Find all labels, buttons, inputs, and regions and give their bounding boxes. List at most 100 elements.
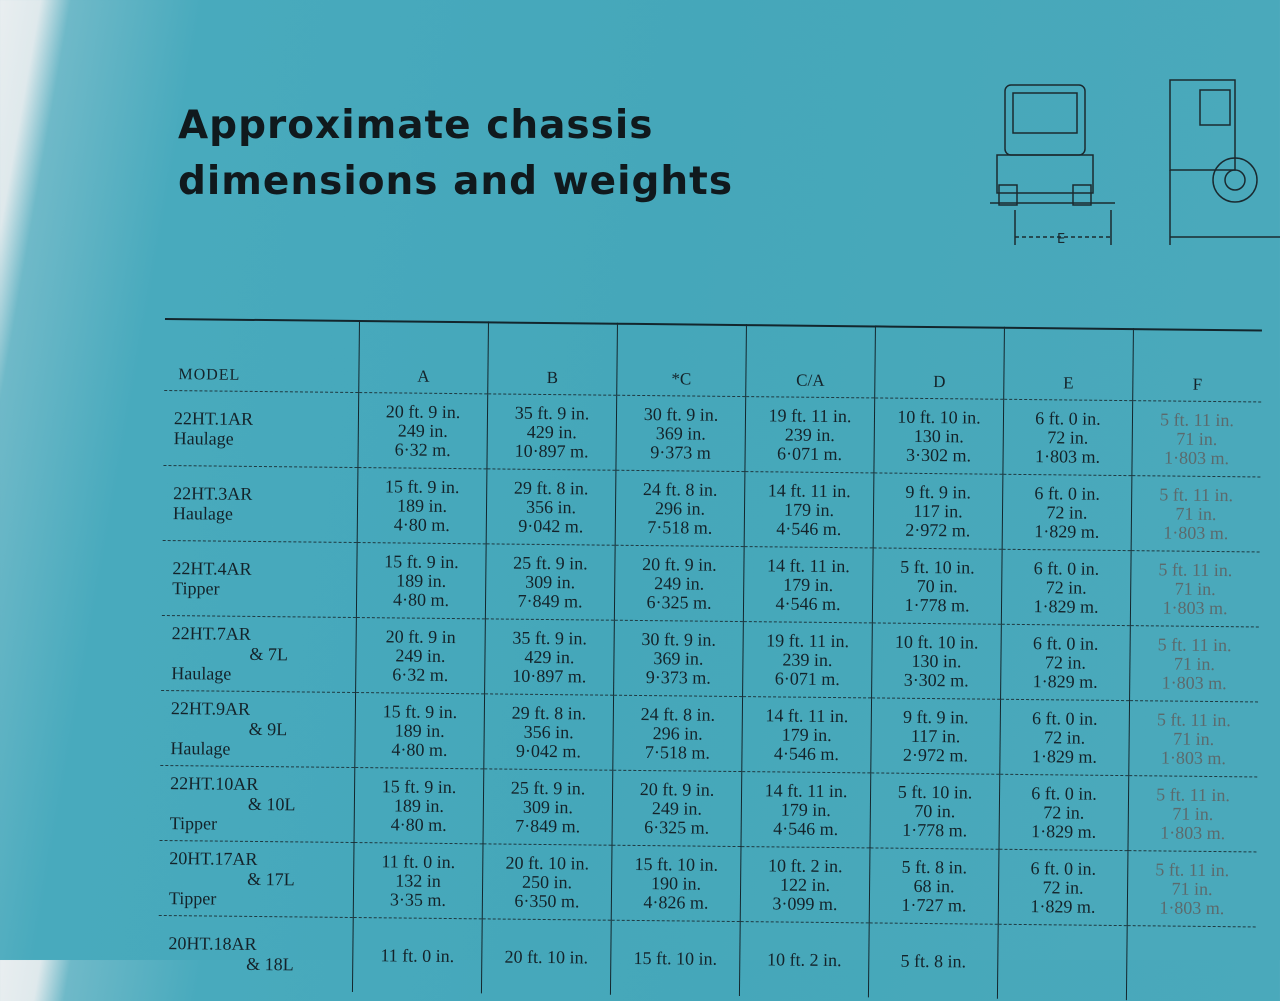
value-feet-inches: 14 ft. 11 in. — [764, 779, 848, 801]
model-cell: 22HT.10AR & 10L Tipper — [159, 765, 355, 843]
value-feet-inches: 5 ft. 11 in. — [1159, 483, 1234, 505]
value-metres: 1·803 m. — [1159, 896, 1225, 918]
value-inches: 296 in. — [654, 497, 706, 519]
value-metres: 6·071 m. — [774, 667, 840, 689]
value-inches: 190 in. — [650, 872, 702, 894]
value-metres: 6·350 m. — [514, 890, 580, 911]
column-header: C/A — [745, 325, 876, 398]
value-inches: 179 in. — [783, 498, 835, 520]
value-feet-inches: 25 ft. 9 in. — [513, 552, 588, 573]
value-feet-inches: 6 ft. 0 in. — [1030, 857, 1097, 879]
model-name: 22HT.10AR — [170, 773, 259, 795]
value-inches: 71 in. — [1175, 503, 1217, 524]
value-metres: 9·373 m. — [645, 666, 711, 688]
table-row: 22HT.1AR Haulage 20 ft. 9 in. 249 in. 6·32 m… — [163, 390, 1262, 477]
model-cell: 22HT.7AR & 7L Haulage — [161, 615, 357, 693]
value-inches: 356 in. — [525, 496, 577, 517]
dimension-cell: 5 ft. 10 in. 70 in. 1·778 m. — [869, 772, 1000, 850]
value-inches: 122 in. — [779, 873, 831, 895]
value-inches: 72 in. — [1045, 576, 1087, 598]
value-inches: 117 in. — [910, 725, 961, 746]
dimension-cell: 30 ft. 9 in. 369 in. 9·373 m. — [613, 620, 744, 697]
dimension-cell: 29 ft. 8 in. 356 in. 9·042 m. — [486, 468, 616, 546]
value-feet-inches: 24 ft. 8 in. — [642, 478, 718, 500]
value-inches: 239 in. — [784, 423, 835, 445]
value-feet-inches: 15 ft. 10 in. — [633, 947, 718, 969]
dimension-cell: 11 ft. 0 in. 132 in 3·35 m. — [353, 842, 484, 919]
model-name: 20HT.18AR — [168, 933, 257, 954]
value-metres: 6·071 m. — [777, 442, 843, 464]
model-suffix: & 18L — [246, 953, 294, 975]
dimension-cell: 19 ft. 11 in. 239 in. 6·071 m. — [744, 396, 875, 473]
model-use: Haulage — [172, 503, 234, 524]
value-metres: 6·32 m. — [392, 663, 449, 685]
model-use: Haulage — [173, 428, 234, 449]
dimension-cell: 6 ft. 0 in. 72 in. 1·803 m. — [1002, 399, 1133, 476]
value-feet-inches: 5 ft. 8 in. — [901, 856, 968, 877]
value-metres: 3·302 m. — [903, 669, 969, 690]
dimension-cell: 15 ft. 9 in. 189 in. 4·80 m. — [354, 767, 484, 844]
value-feet-inches: 5 ft. 11 in. — [1159, 408, 1235, 430]
dimension-label-e: E — [1057, 232, 1065, 247]
model-cell: 22HT.3AR Haulage — [162, 465, 358, 543]
model-use: Tipper — [172, 578, 220, 599]
dimension-cell: 10 ft. 2 in. — [739, 921, 870, 998]
value-metres: 7·518 m. — [644, 741, 711, 763]
value-feet-inches: 5 ft. 11 in. — [1158, 558, 1233, 580]
value-inches: 179 in. — [780, 798, 831, 820]
value-inches: 249 in. — [651, 797, 703, 819]
value-feet-inches: 14 ft. 11 in. — [767, 479, 851, 501]
value-feet-inches: 15 ft. 9 in. — [384, 550, 459, 572]
value-inches: 130 in. — [911, 650, 962, 671]
model-suffix: & 10L — [247, 793, 296, 815]
value-feet-inches: 29 ft. 8 in. — [511, 702, 587, 723]
dimension-cell: 20 ft. 9 in 249 in. 6·32 m. — [355, 617, 486, 694]
dimension-cell: 20 ft. 9 in. 249 in. 6·32 m. — [357, 392, 488, 469]
dimension-cell: 6 ft. 0 in. 72 in. 1·829 m. — [1002, 474, 1132, 551]
value-feet-inches: 11 ft. 0 in. — [381, 850, 456, 872]
dimension-cell: 15 ft. 9 in. 189 in. 4·80 m. — [356, 542, 487, 619]
model-name: 22HT.1AR — [173, 408, 254, 429]
value-inches: 189 in. — [393, 794, 445, 816]
value-feet-inches: 9 ft. 9 in. — [905, 481, 972, 502]
dimension-cell — [997, 924, 1128, 1001]
value-feet-inches: 6 ft. 0 in. — [1031, 782, 1097, 804]
model-suffix: & 17L — [247, 868, 295, 890]
value-inches: 130 in. — [913, 425, 964, 446]
column-header: MODEL — [178, 366, 241, 384]
table-row: 20HT.17AR & 17L Tipper 11 ft. 0 in. 132 in 3·… — [158, 840, 1257, 927]
value-inches: 429 in. — [524, 646, 575, 667]
dimension-cell — [1126, 925, 1256, 1001]
value-feet-inches — [998, 962, 1126, 963]
model-use: Haulage — [170, 738, 231, 759]
table-row: 22HT.4AR Tipper 15 ft. 9 in. 189 in. 4·80 m.… — [161, 540, 1260, 627]
value-metres: 4·546 m. — [773, 742, 840, 764]
value-inches: 356 in. — [523, 721, 574, 742]
dimension-cell: 14 ft. 11 in. 179 in. 4·546 m. — [740, 771, 871, 848]
dimension-cell: 24 ft. 8 in. 296 in. 7·518 m. — [615, 470, 745, 547]
dimension-cell: 5 ft. 11 in. 71 in. 1·803 m. — [1131, 475, 1261, 552]
dimension-cell: 5 ft. 11 in. 71 in. 1·803 m. — [1127, 850, 1257, 927]
table-row: 22HT.7AR & 7L Haulage 20 ft. 9 in 249 in. 6·3… — [161, 615, 1259, 702]
value-inches: 72 in. — [1047, 426, 1089, 448]
value-feet-inches: 10 ft. 2 in. — [767, 854, 843, 876]
table-row: 22HT.9AR & 9L Haulage 15 ft. 9 in. 189 in. 4·… — [160, 690, 1259, 777]
value-metres: 1·778 m. — [904, 594, 970, 615]
model-cell: 20HT.17AR & 17L Tipper — [158, 840, 355, 918]
page-title: Approximate chassis dimensions and weigh… — [178, 98, 733, 210]
dimension-cell: 35 ft. 9 in. 429 in. 10·897 m. — [484, 618, 615, 696]
value-inches: 309 in. — [522, 796, 574, 817]
value-inches: 189 in. — [394, 719, 445, 741]
value-inches: 72 in. — [1044, 726, 1086, 748]
value-feet-inches: 20 ft. 9 in. — [639, 778, 715, 800]
value-metres: 10·897 m. — [514, 440, 589, 461]
value-metres: 9·042 m. — [515, 740, 582, 761]
value-feet-inches: 15 ft. 9 in. — [382, 700, 458, 722]
dimension-cell: 9 ft. 9 in. 117 in. 2·972 m. — [873, 472, 1003, 550]
value-feet-inches: 15 ft. 9 in. — [381, 775, 457, 797]
value-inches: 72 in. — [1043, 801, 1085, 823]
dimension-cell: 15 ft. 9 in. 189 in. 4·80 m. — [354, 692, 485, 769]
value-feet-inches: 20 ft. 10 in. — [504, 946, 589, 967]
value-feet-inches: 5 ft. 11 in. — [1156, 708, 1231, 730]
dimension-cell: 5 ft. 11 in. 71 in. 1·803 m. — [1129, 625, 1259, 702]
